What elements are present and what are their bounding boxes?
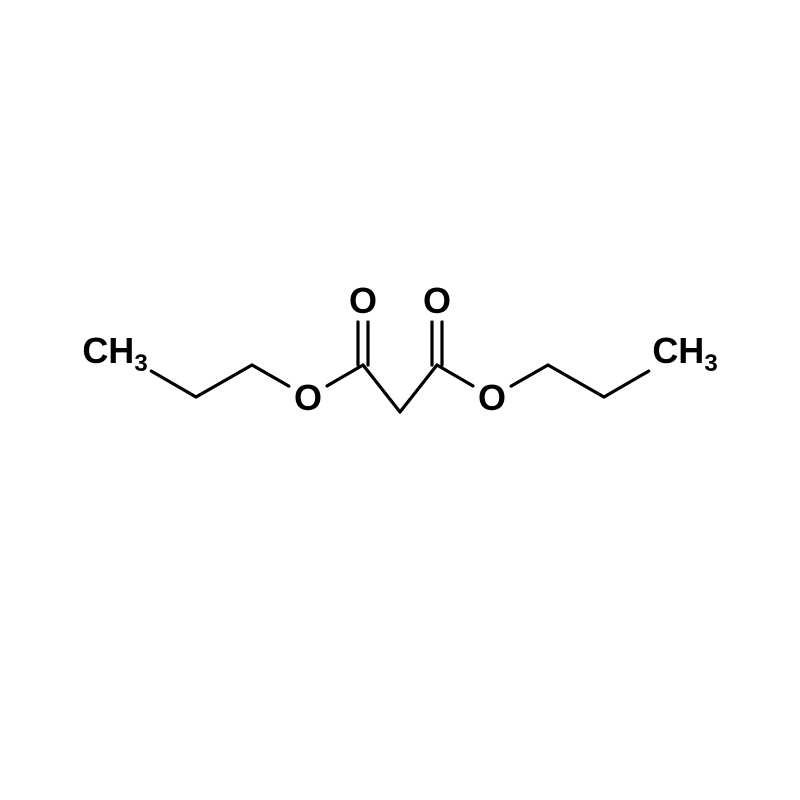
bond	[327, 365, 363, 386]
svg-text:O: O	[349, 280, 377, 321]
bond	[437, 365, 473, 386]
molecule-diagram: CH3 O O O O CH3	[0, 0, 800, 800]
atom-label: CH3	[652, 330, 717, 378]
svg-text:O: O	[423, 280, 451, 321]
atom-labels-group: CH3 O O O O CH3	[82, 280, 717, 418]
atom-label: O	[349, 280, 377, 321]
atom-label: CH3	[82, 330, 147, 378]
bonds-group	[151, 322, 648, 412]
svg-text:O: O	[294, 377, 322, 418]
bond	[151, 371, 196, 397]
svg-text:O: O	[478, 377, 506, 418]
atom-label: O	[294, 377, 322, 418]
atom-label: O	[423, 280, 451, 321]
svg-text:CH3: CH3	[652, 330, 717, 378]
atom-label: O	[478, 377, 506, 418]
bond	[511, 365, 548, 386]
bond	[252, 365, 289, 386]
bond	[548, 365, 604, 397]
svg-text:CH3: CH3	[82, 330, 147, 378]
bond	[196, 365, 252, 397]
bond	[363, 365, 400, 412]
bond	[604, 371, 649, 397]
bond	[400, 365, 437, 412]
